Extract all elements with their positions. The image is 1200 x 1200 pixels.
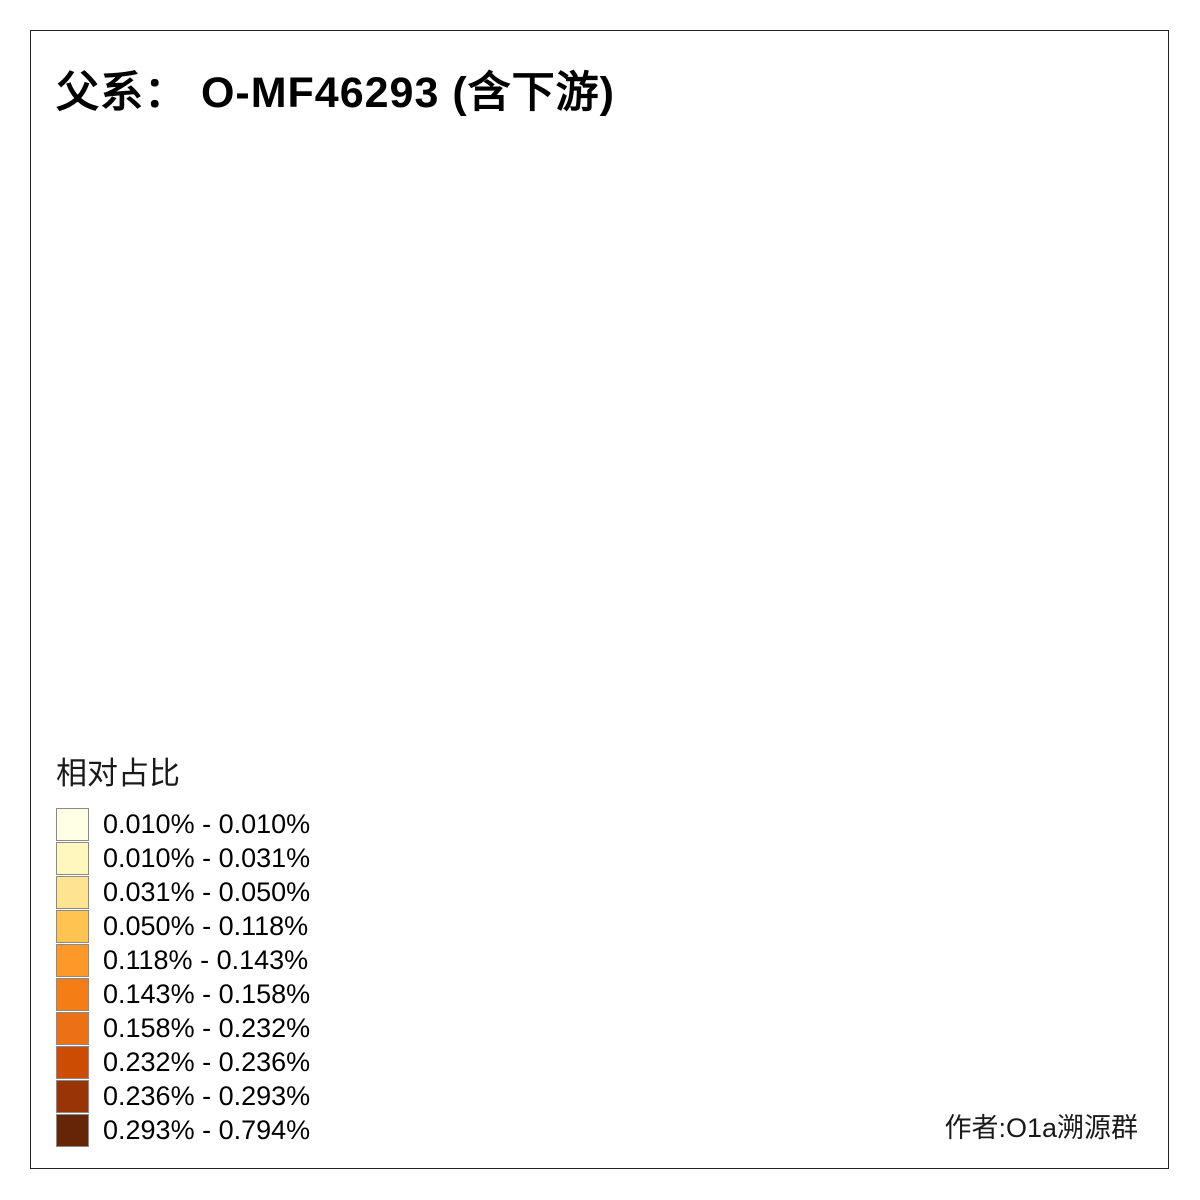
- legend-swatch: [56, 943, 89, 977]
- legend-swatch: [56, 1011, 89, 1045]
- legend-label: 0.010% - 0.010%: [103, 808, 311, 839]
- legend-swatch: [56, 909, 89, 943]
- legend-row: 0.143% - 0.158%: [56, 977, 310, 1011]
- legend-title: 相对占比: [56, 756, 180, 791]
- legend-label: 0.050% - 0.118%: [103, 910, 309, 941]
- legend-row: 0.236% - 0.293%: [56, 1079, 310, 1113]
- legend-swatch: [56, 807, 89, 841]
- legend-swatch: [56, 977, 89, 1011]
- legend-label: 0.031% - 0.050%: [103, 876, 311, 907]
- author-credit: 作者:O1a溯源群: [944, 1113, 1138, 1143]
- legend-row: 0.050% - 0.118%: [56, 909, 310, 943]
- legend-swatch: [56, 1113, 89, 1147]
- legend-swatch: [56, 1045, 89, 1079]
- legend-label: 0.232% - 0.236%: [103, 1046, 311, 1077]
- legend-row: 0.118% - 0.143%: [56, 943, 310, 977]
- legend-swatch: [56, 1079, 89, 1113]
- legend-row: 0.031% - 0.050%: [56, 875, 310, 909]
- legend-label: 0.010% - 0.031%: [103, 842, 311, 873]
- page-title: 父系： O-MF46293 (含下游): [56, 69, 615, 117]
- legend-label: 0.236% - 0.293%: [103, 1080, 311, 1111]
- legend-swatch: [56, 841, 89, 875]
- legend-row: 0.293% - 0.794%: [56, 1113, 310, 1147]
- legend-row: 0.010% - 0.031%: [56, 841, 310, 875]
- legend-row: 0.232% - 0.236%: [56, 1045, 310, 1079]
- plot-frame: [30, 30, 1169, 1169]
- legend-label: 0.118% - 0.143%: [103, 944, 309, 975]
- legend-row: 0.010% - 0.010%: [56, 807, 310, 841]
- legend-swatch: [56, 875, 89, 909]
- legend-rows: 0.010% - 0.010% 0.010% - 0.031% 0.031% - 0…: [56, 807, 310, 1147]
- legend-label: 0.158% - 0.232%: [103, 1012, 311, 1043]
- legend-label: 0.293% - 0.794%: [103, 1114, 311, 1145]
- legend-label: 0.143% - 0.158%: [103, 978, 311, 1009]
- legend: 相对占比 0.010% - 0.010% 0.010% - 0.031% 0.031…: [56, 748, 310, 1147]
- legend-row: 0.158% - 0.232%: [56, 1011, 310, 1045]
